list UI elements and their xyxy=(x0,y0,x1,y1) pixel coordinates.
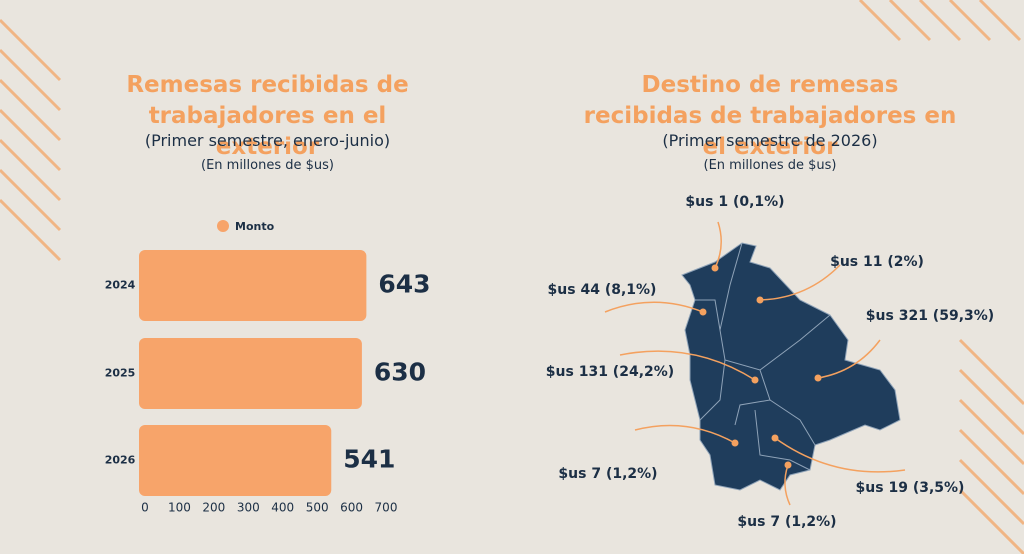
y-tick-label: 2026 xyxy=(105,454,136,467)
bar-unit: (En millones de $us) xyxy=(201,158,334,173)
x-tick-label: 500 xyxy=(306,501,329,515)
map-label: $us 1 (0,1%) xyxy=(685,194,784,210)
legend-label: Monto xyxy=(235,220,275,233)
map-label: $us 44 (8,1%) xyxy=(548,282,657,298)
map-dot xyxy=(731,439,739,447)
arrow xyxy=(619,350,756,381)
bar xyxy=(139,425,332,496)
data-label: 643 xyxy=(378,270,430,299)
bolivia-map xyxy=(681,242,901,491)
arrow xyxy=(774,437,906,473)
arrow xyxy=(759,264,841,301)
map-label: $us 11 (2%) xyxy=(830,254,924,270)
arrow xyxy=(634,424,736,444)
map-dot xyxy=(771,434,779,442)
map-dot xyxy=(751,376,759,384)
map-dot xyxy=(784,461,792,469)
x-tick-label: 100 xyxy=(168,501,191,515)
x-tick-label: 300 xyxy=(237,501,260,515)
bar xyxy=(139,338,362,409)
y-tick-label: 2025 xyxy=(105,367,136,380)
data-label: 630 xyxy=(374,358,426,387)
x-tick-label: 600 xyxy=(340,501,363,515)
y-tick-label: 2024 xyxy=(105,279,136,292)
bar-title: Remesas recibidas de trabajadores en el … xyxy=(126,72,409,160)
map-dot xyxy=(814,374,822,382)
bar xyxy=(139,250,367,321)
department-borders xyxy=(695,242,831,471)
arrow xyxy=(714,221,722,269)
bar-subtitle: (Primer semestre, enero-junio) xyxy=(144,131,391,150)
arrow xyxy=(604,301,704,313)
map-dot xyxy=(699,308,707,316)
map-label: $us 321 (59,3%) xyxy=(866,308,994,324)
map-unit: (En millones de $us) xyxy=(703,158,837,173)
data-label: 541 xyxy=(343,445,395,474)
x-tick-label: 700 xyxy=(375,501,398,515)
x-tick-label: 0 xyxy=(141,501,149,515)
map-label: $us 131 (24,2%) xyxy=(546,364,674,380)
x-tick-label: 200 xyxy=(202,501,225,515)
map-subtitle: (Primer semestre de 2026) xyxy=(662,131,878,150)
map-label: $us 7 (1,2%) xyxy=(737,514,836,530)
arrow xyxy=(784,464,791,506)
map-label: $us 7 (1,2%) xyxy=(558,466,657,482)
map-label: $us 19 (3,5%) xyxy=(856,480,965,496)
arrow xyxy=(817,339,881,379)
map-title: Destino de remesas recibidas de trabajad… xyxy=(583,72,957,160)
x-tick-label: 400 xyxy=(271,501,294,515)
map-dot xyxy=(756,296,764,304)
legend-swatch xyxy=(217,220,229,232)
map-dot xyxy=(711,264,719,272)
